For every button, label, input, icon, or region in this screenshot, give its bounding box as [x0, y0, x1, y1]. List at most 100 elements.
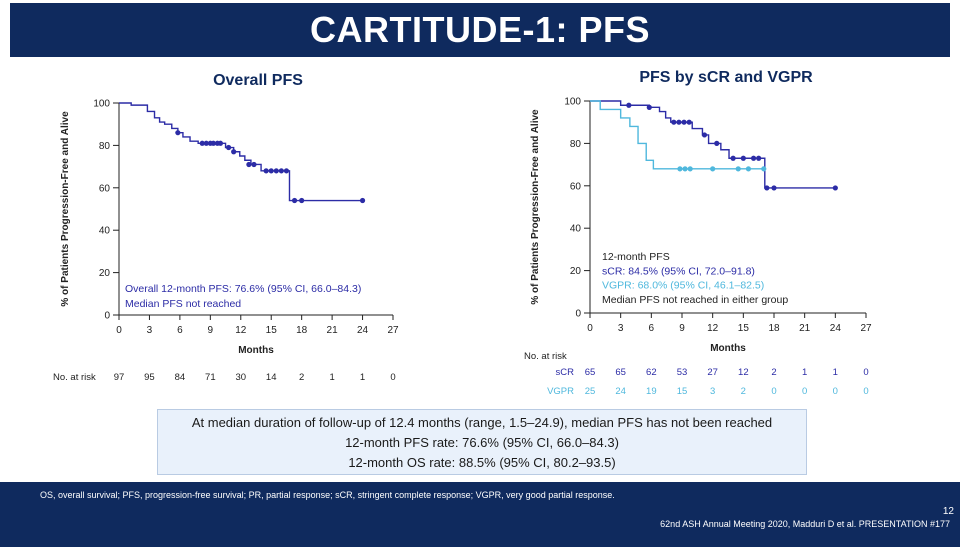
x-tick-label: 9	[208, 325, 214, 336]
y-tick-label: 100	[564, 97, 581, 108]
x-tick-label: 18	[296, 325, 308, 336]
annotation-line: 12-month PFS	[602, 251, 670, 263]
x-tick-label: 9	[679, 323, 685, 334]
censor-mark	[730, 155, 736, 161]
censor-mark	[761, 166, 767, 172]
censor-mark	[299, 197, 305, 204]
x-tick-label: 24	[357, 325, 369, 336]
slide-title-bar: CARTITUDE-1: PFS	[10, 3, 950, 57]
y-tick-label: 0	[575, 309, 581, 320]
at-risk-value: 53	[677, 367, 688, 378]
censor-mark	[671, 119, 677, 125]
censor-mark	[687, 166, 693, 172]
at-risk-value: 1	[329, 372, 334, 383]
at-risk-value: 27	[707, 367, 718, 378]
censor-mark	[199, 140, 205, 146]
x-tick-label: 15	[266, 325, 278, 336]
at-risk-value: 24	[615, 386, 626, 397]
summary-line-2: 12-month PFS rate: 76.6% (95% CI, 66.0–8…	[345, 435, 619, 450]
at-risk-value: 65	[585, 367, 596, 378]
slide-title: CARTITUDE-1: PFS	[310, 9, 650, 50]
censor-mark	[756, 155, 762, 161]
at-risk-value: 84	[175, 372, 186, 383]
x-tick-label: 21	[799, 323, 811, 334]
y-tick-label: 100	[93, 99, 110, 110]
annotation-line: Median PFS not reached in either group	[602, 294, 788, 306]
at-risk-value: 97	[114, 372, 125, 383]
at-risk-label: No. at risk	[53, 372, 96, 383]
x-tick-label: 6	[177, 325, 183, 336]
x-tick-label: 0	[587, 323, 593, 334]
y-tick-label: 80	[99, 141, 111, 152]
km-curve-vgpr	[590, 100, 764, 170]
footer-bar: OS, overall survival; PFS, progression-f…	[0, 482, 960, 547]
censor-mark	[231, 149, 237, 155]
censor-mark	[677, 166, 683, 172]
y-tick-label: 60	[570, 181, 582, 192]
censor-mark	[246, 161, 252, 168]
censor-mark	[745, 166, 752, 172]
at-risk-value: 0	[863, 386, 868, 397]
censor-mark	[710, 166, 716, 172]
y-tick-label: 0	[104, 311, 110, 322]
x-tick-label: 0	[116, 325, 122, 336]
censor-mark	[210, 140, 216, 146]
at-risk-value: 0	[833, 386, 838, 397]
censor-mark	[291, 197, 298, 204]
y-tick-label: 20	[99, 268, 111, 279]
censor-mark	[203, 140, 209, 146]
censor-mark	[714, 140, 720, 146]
y-tick-label: 20	[570, 266, 582, 277]
censor-mark	[268, 168, 274, 174]
censor-mark	[175, 130, 181, 136]
y-tick-label: 40	[99, 226, 111, 237]
at-risk-value: 30	[235, 372, 246, 383]
x-tick-label: 24	[830, 323, 842, 334]
at-risk-value: 0	[802, 386, 807, 397]
censor-mark	[750, 155, 757, 161]
at-risk-value: 25	[585, 386, 596, 397]
censor-mark	[359, 197, 366, 204]
y-tick-label: 60	[99, 183, 111, 194]
censor-mark	[226, 144, 232, 151]
x-tick-label: 3	[147, 325, 153, 336]
censor-mark	[686, 119, 692, 125]
chart-title: Overall PFS	[213, 72, 303, 89]
censor-mark	[217, 140, 224, 146]
summary-line-1: At median duration of follow-up of 12.4 …	[191, 415, 773, 430]
abbreviations-note: OS, overall survival; PFS, progression-f…	[40, 490, 615, 500]
page-number: 12	[942, 506, 954, 517]
censor-mark	[771, 185, 777, 191]
x-tick-label: 27	[387, 325, 399, 336]
censor-mark	[682, 166, 688, 172]
x-axis-label: Months	[710, 343, 746, 354]
at-risk-value: 71	[205, 372, 216, 383]
at-risk-value: 62	[646, 367, 657, 378]
censor-mark	[701, 132, 708, 138]
at-risk-value: 14	[266, 372, 277, 383]
censor-mark	[681, 119, 687, 125]
censor-mark	[626, 102, 632, 108]
y-axis-label: % of Patients Progression-Free and Alive	[60, 111, 71, 307]
x-tick-label: 6	[649, 323, 655, 334]
censor-mark	[740, 155, 746, 161]
km-curve-overall	[119, 102, 363, 202]
y-axis-label: % of Patients Progression-Free and Alive	[530, 109, 541, 305]
at-risk-value: 0	[771, 386, 776, 397]
at-risk-value: 2	[771, 367, 776, 378]
at-risk-row-label: sCR	[556, 367, 575, 378]
reference-citation: 62nd ASH Annual Meeting 2020, Madduri D …	[660, 519, 950, 529]
annotation-line: Median PFS not reached	[125, 298, 241, 310]
x-axis-label: Months	[238, 345, 274, 356]
at-risk-value: 1	[833, 367, 838, 378]
censor-mark	[283, 168, 290, 174]
summary-box: At median duration of follow-up of 12.4 …	[157, 409, 807, 475]
summary-line-3: 12-month OS rate: 88.5% (95% CI, 80.2–93…	[348, 455, 616, 470]
at-risk-value: 3	[710, 386, 715, 397]
x-tick-label: 18	[768, 323, 780, 334]
at-risk-value: 65	[615, 367, 626, 378]
x-tick-label: 21	[327, 325, 339, 336]
y-tick-label: 80	[570, 139, 582, 150]
at-risk-value: 1	[360, 372, 365, 383]
censor-mark	[764, 185, 770, 191]
